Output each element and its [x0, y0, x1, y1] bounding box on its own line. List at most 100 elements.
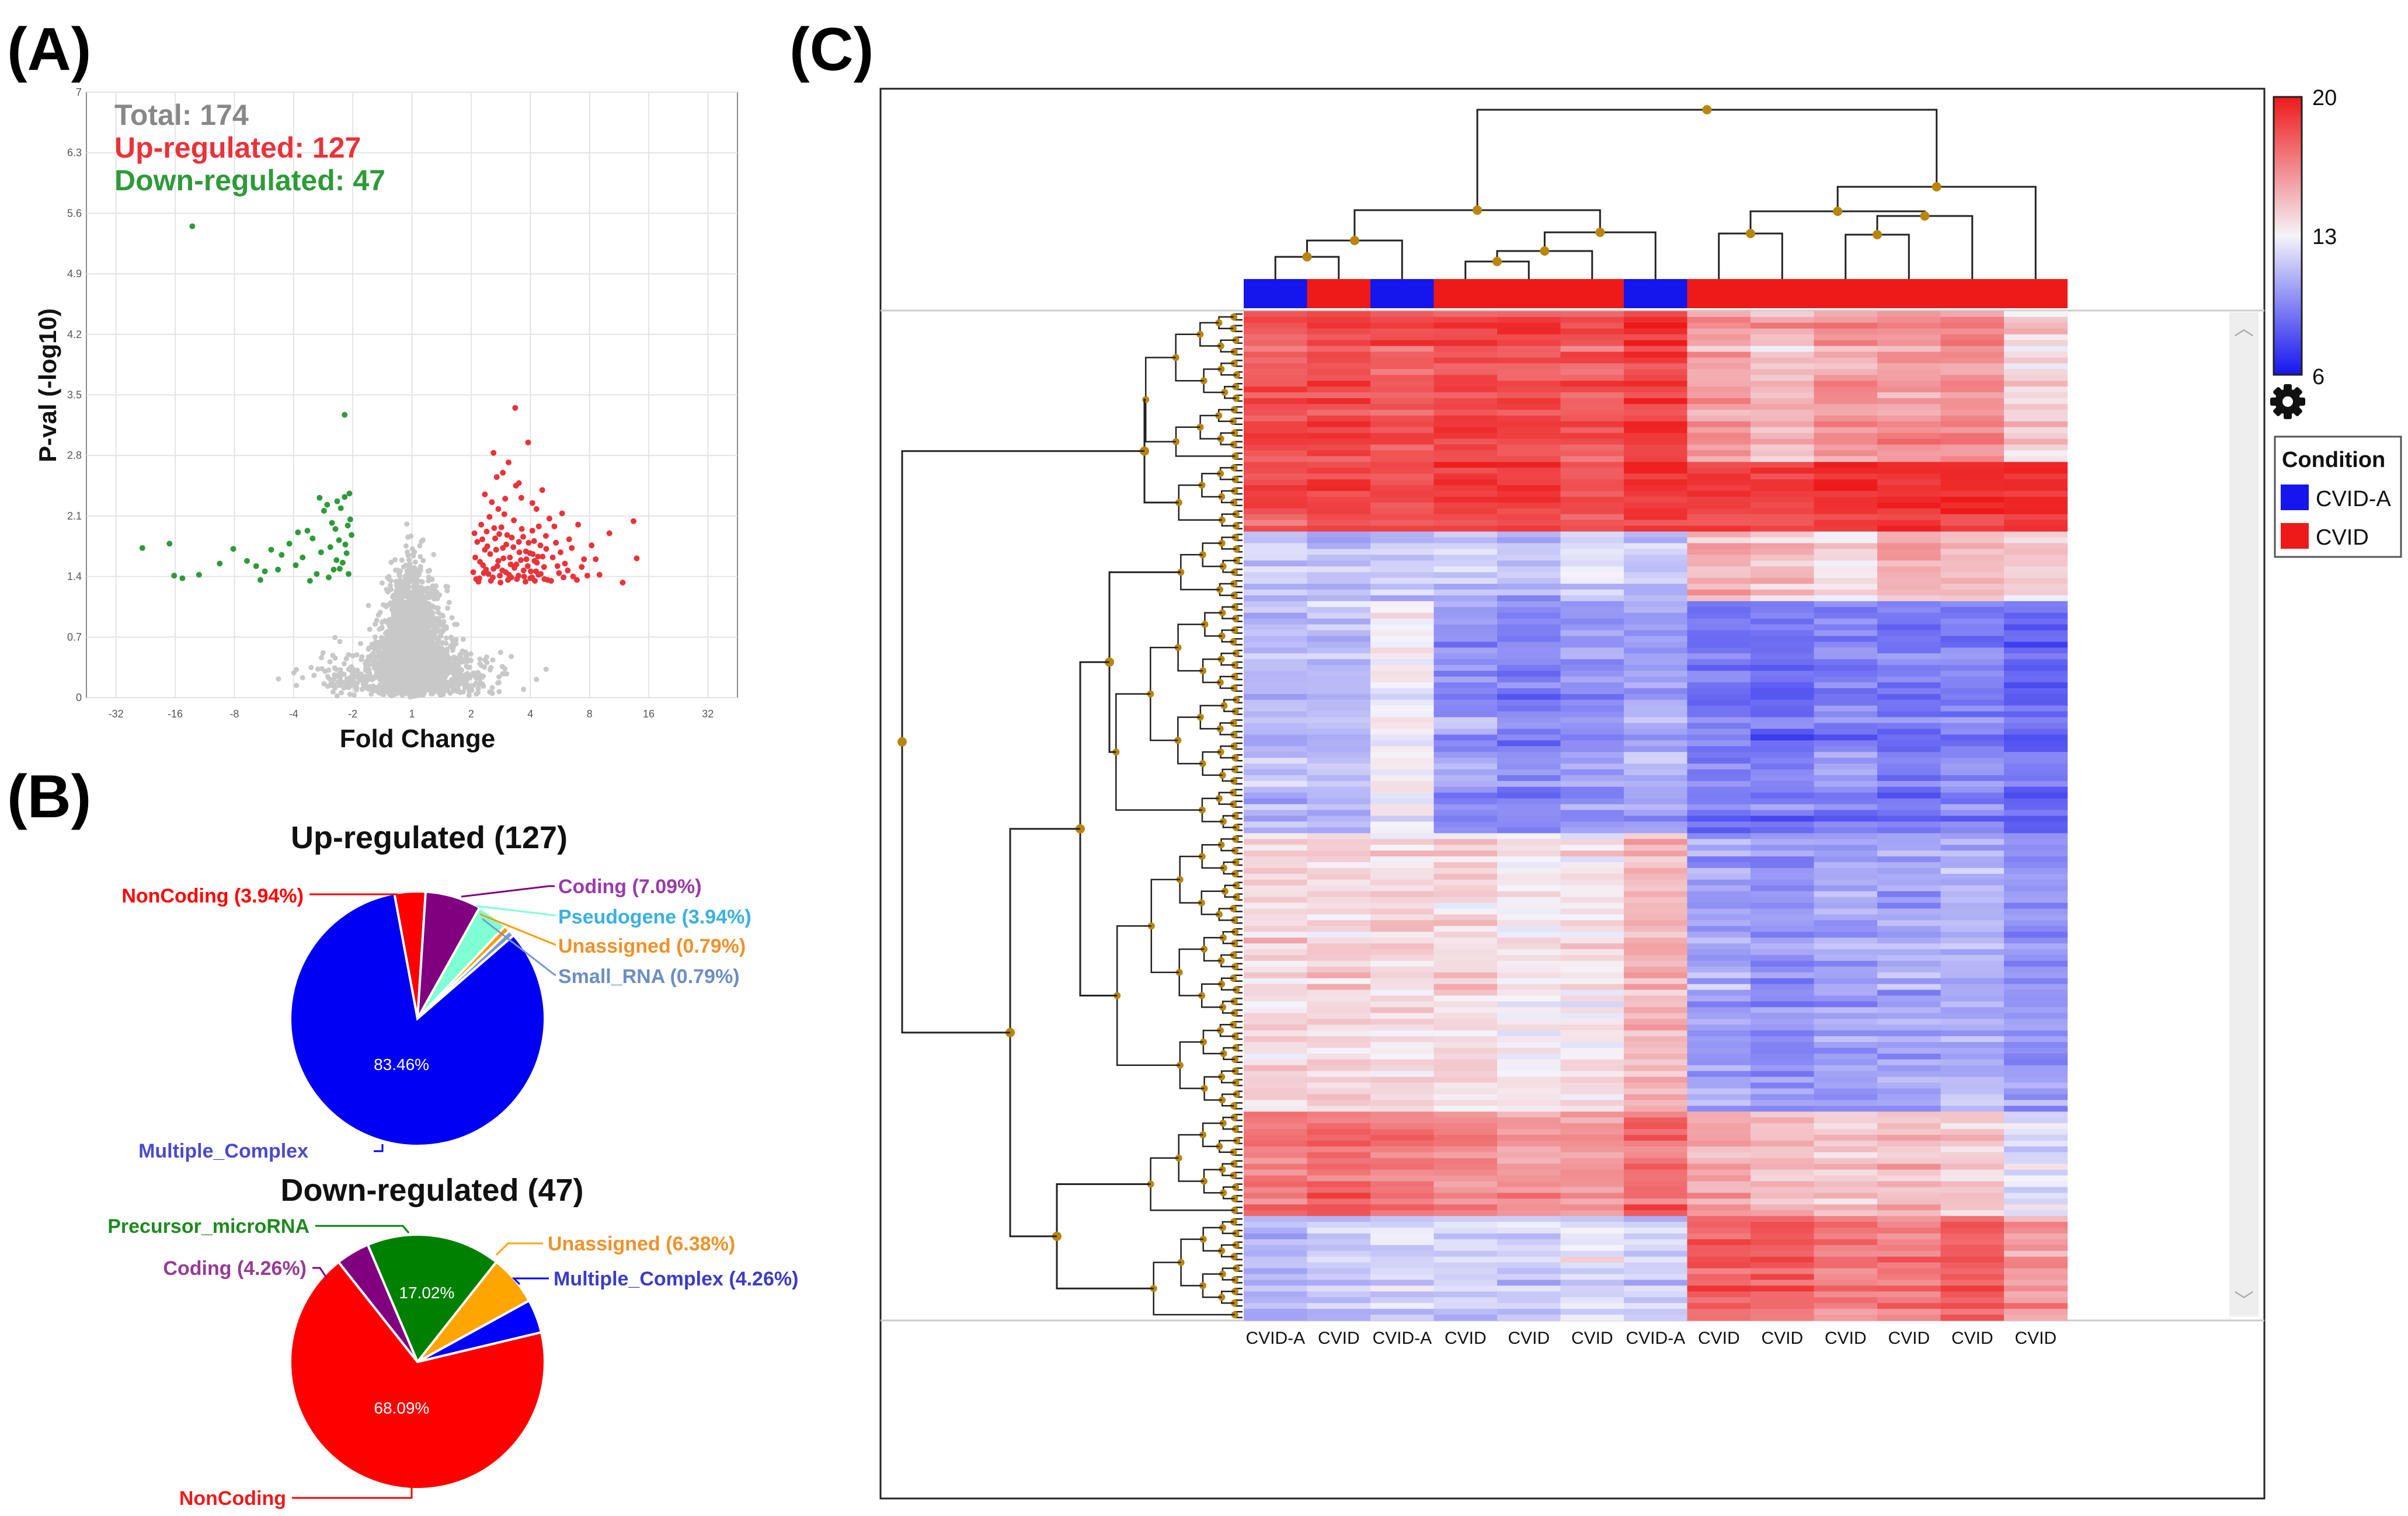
heatmap-cell: [1751, 357, 1815, 364]
scroll-down-icon[interactable]: ﹀: [2234, 1290, 2254, 1312]
grey-point: [392, 557, 398, 563]
heatmap-cell: [1814, 885, 1878, 892]
heatmap-cell: [1370, 311, 1435, 318]
heatmap-cell: [1433, 531, 1498, 538]
heatmap-cell: [1877, 531, 1941, 538]
heatmap-cell: [1307, 403, 1371, 410]
heatmap-cell: [1244, 479, 1308, 486]
heatmap-cell: [2004, 415, 2068, 422]
heatmap-cell: [1877, 433, 1941, 440]
heatmap-cell: [1497, 752, 1561, 758]
grey-point: [424, 616, 430, 622]
grey-point: [422, 587, 427, 593]
heatmap-cell: [2004, 769, 2068, 776]
heatmap-cell: [1687, 879, 1751, 886]
heatmap-cell: [1814, 746, 1878, 752]
heatmap-cell: [2004, 514, 2068, 521]
panel-label-b: (B): [7, 763, 91, 831]
heatmap-cell: [1751, 897, 1815, 904]
heatmap-cell: [1307, 572, 1371, 578]
heatmap-cell: [1433, 879, 1498, 886]
heatmap-cell: [1751, 612, 1815, 619]
heatmap-cell: [1624, 671, 1688, 677]
heatmap-cell: [2004, 409, 2068, 416]
scroll-up-icon[interactable]: ︿: [2234, 318, 2254, 340]
heatmap-cell: [1877, 647, 1941, 654]
heatmap-cell: [1497, 902, 1561, 909]
heatmap-cell: [1940, 723, 2005, 730]
heatmap-cell: [1497, 578, 1561, 584]
heatmap-cell: [1560, 618, 1624, 625]
heatmap-cell: [1370, 885, 1435, 892]
heatmap-cell: [1751, 642, 1815, 648]
heatmap-cell: [1370, 398, 1435, 405]
grey-point: [358, 671, 364, 677]
heatmap-cell: [1751, 386, 1815, 393]
heatmap-cell: [1687, 642, 1751, 648]
grey-point: [445, 605, 451, 611]
heatmap-cell: [1877, 677, 1941, 683]
heatmap-cell: [1497, 804, 1561, 811]
heatmap-cell: [1307, 671, 1371, 677]
heatmap-cell: [1940, 612, 2005, 619]
heatmap-cell: [1940, 682, 2005, 689]
heatmap-cell: [1497, 798, 1561, 805]
heatmap-cell: [1624, 311, 1688, 318]
down-point: [279, 552, 285, 558]
condition-cell: [1751, 279, 1814, 308]
heatmap-cell: [2004, 392, 2068, 399]
grey-point: [402, 620, 408, 626]
heatmap-cell: [1624, 433, 1688, 440]
heatmap-cell: [2004, 914, 2068, 921]
heatmap-cell: [1307, 845, 1371, 851]
grey-point: [394, 677, 400, 682]
heatmap-cell: [1307, 531, 1371, 538]
heatmap-cell: [1307, 792, 1371, 799]
heatmap-cell: [1814, 502, 1878, 509]
heatmap-cell: [1244, 322, 1308, 329]
grey-point: [385, 671, 391, 677]
grey-point: [347, 692, 353, 697]
heatmap-cell: [1497, 810, 1561, 817]
heatmap-scrollbar[interactable]: [2229, 312, 2259, 1316]
grey-point: [418, 578, 424, 584]
grey-point: [443, 635, 449, 641]
up-point: [474, 539, 481, 545]
heatmap-cell: [1497, 914, 1561, 921]
heatmap-cell: [1433, 496, 1498, 503]
heatmap-cell: [1497, 322, 1561, 329]
up-point: [491, 525, 497, 531]
heatmap-cell: [1940, 758, 2005, 764]
grey-point: [406, 577, 412, 583]
heatmap-cell: [1751, 891, 1815, 898]
heatmap-cell: [1370, 433, 1435, 440]
up-point: [574, 577, 580, 583]
heatmap-cell: [1624, 462, 1688, 468]
heatmap-cell: [2004, 665, 2068, 671]
heatmap-cell: [1307, 502, 1371, 509]
heatmap-cell: [1940, 607, 2005, 614]
heatmap-cell: [2004, 705, 2068, 712]
grey-point: [384, 678, 389, 684]
grey-point: [497, 650, 503, 656]
heatmap-cell: [1940, 740, 2005, 747]
heatmap-cell: [1814, 682, 1878, 689]
heatmap-cell: [2004, 433, 2068, 440]
heatmap-cell: [1751, 398, 1815, 405]
heatmap-cell: [1751, 827, 1815, 834]
heatmap-cell: [1687, 398, 1751, 405]
grey-point: [367, 626, 373, 632]
heatmap-cell: [1814, 740, 1878, 747]
grey-point: [377, 640, 382, 646]
heatmap-cell: [2004, 479, 2068, 486]
heatmap-cell: [1560, 357, 1624, 364]
heatmap-cell: [2004, 653, 2068, 660]
heatmap-cell: [1687, 351, 1751, 358]
down-point: [295, 529, 301, 535]
heatmap-cell: [1751, 427, 1815, 434]
heatmap-cell: [1433, 699, 1498, 706]
grey-point: [405, 616, 410, 622]
heatmap-cell: [1370, 693, 1435, 701]
heatmap-cell: [1687, 856, 1751, 863]
heatmap-cell: [1624, 677, 1688, 683]
